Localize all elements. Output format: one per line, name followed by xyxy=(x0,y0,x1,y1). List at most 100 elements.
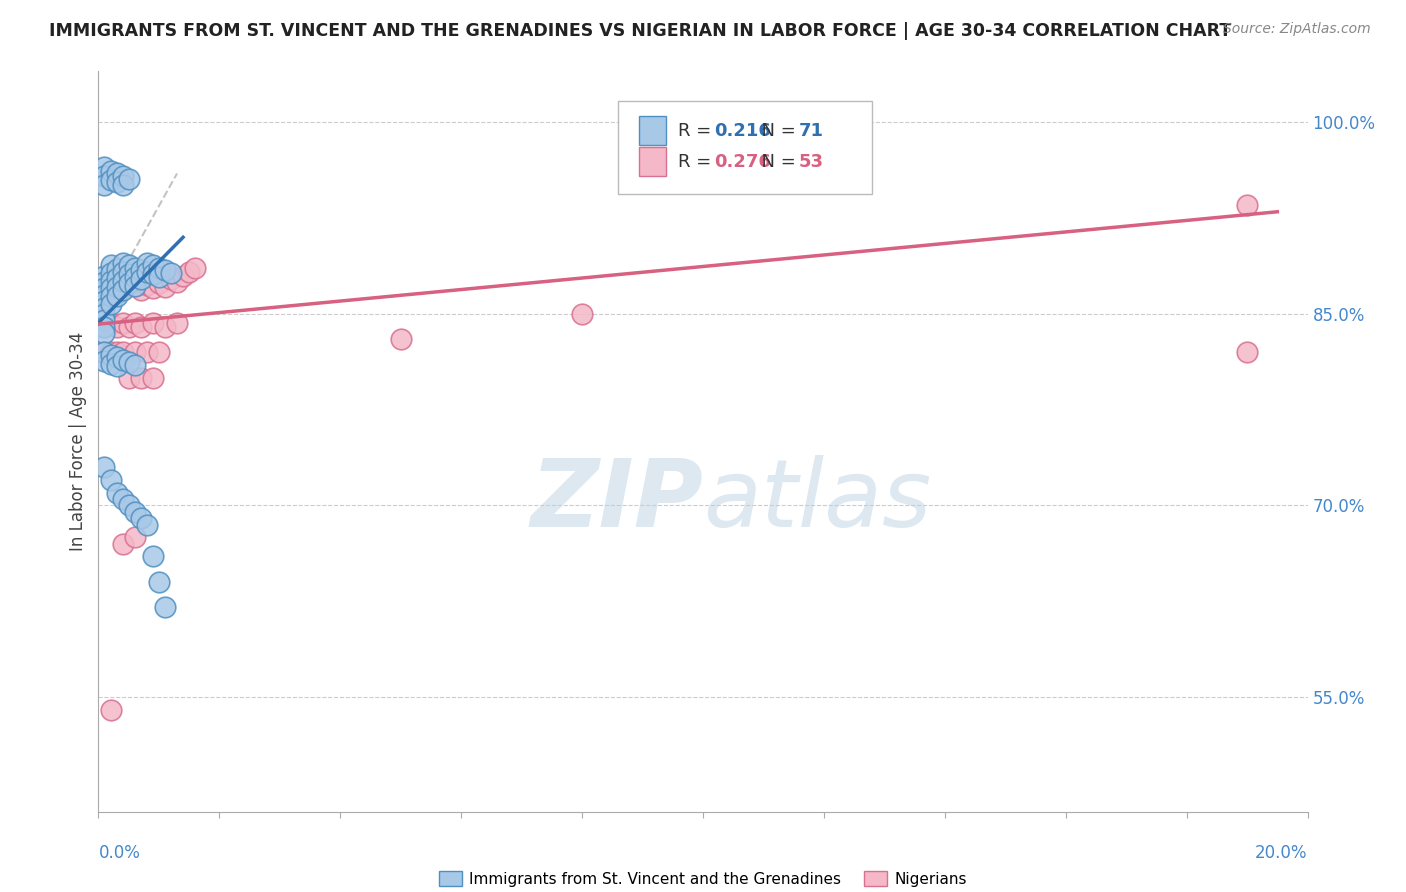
Point xyxy=(124,269,146,284)
Point xyxy=(124,260,146,275)
Point xyxy=(124,278,146,293)
Point xyxy=(118,319,141,334)
Point xyxy=(93,345,115,359)
Point xyxy=(142,259,165,273)
Legend: Immigrants from St. Vincent and the Grenadines, Nigerians: Immigrants from St. Vincent and the Gren… xyxy=(433,864,973,892)
Point xyxy=(93,301,115,315)
Point xyxy=(118,499,141,513)
Point xyxy=(93,284,115,298)
Point xyxy=(129,511,152,525)
Point xyxy=(100,164,122,178)
Point xyxy=(93,319,115,334)
Point xyxy=(105,268,128,283)
Point xyxy=(153,600,176,615)
Point xyxy=(105,166,128,180)
Text: 0.276: 0.276 xyxy=(714,153,770,170)
Point xyxy=(105,286,128,301)
Point xyxy=(129,274,152,288)
Text: N =: N = xyxy=(751,153,801,170)
Text: N =: N = xyxy=(751,121,801,139)
Point xyxy=(93,460,115,475)
Point xyxy=(111,265,134,279)
Point xyxy=(166,275,188,289)
Text: Source: ZipAtlas.com: Source: ZipAtlas.com xyxy=(1223,22,1371,37)
Point xyxy=(93,275,115,289)
Point xyxy=(105,277,128,292)
Point xyxy=(105,176,128,190)
Point xyxy=(389,333,412,347)
Point xyxy=(124,316,146,330)
Point xyxy=(153,280,176,294)
Point xyxy=(100,173,122,187)
Point xyxy=(93,287,115,301)
Point xyxy=(93,293,115,307)
Point xyxy=(129,263,152,277)
Point xyxy=(100,281,122,295)
Point xyxy=(148,574,170,589)
Point xyxy=(135,517,157,532)
Point xyxy=(105,319,128,334)
Point xyxy=(111,345,134,359)
Text: 71: 71 xyxy=(799,121,824,139)
Point xyxy=(124,505,146,519)
Point xyxy=(118,277,141,291)
Point xyxy=(93,275,115,289)
Point xyxy=(105,280,128,294)
Point xyxy=(111,536,134,550)
Point xyxy=(160,272,183,286)
Point xyxy=(105,485,128,500)
Point xyxy=(100,296,122,310)
Text: 0.0%: 0.0% xyxy=(98,844,141,862)
Text: 20.0%: 20.0% xyxy=(1256,844,1308,862)
Point xyxy=(129,319,152,334)
Point xyxy=(118,171,141,186)
Point xyxy=(1236,198,1258,212)
Point xyxy=(105,359,128,374)
Point xyxy=(142,370,165,384)
Y-axis label: In Labor Force | Age 30-34: In Labor Force | Age 30-34 xyxy=(69,332,87,551)
Point xyxy=(111,256,134,270)
Point xyxy=(111,281,134,295)
Point xyxy=(124,530,146,544)
Point xyxy=(105,271,128,285)
Point xyxy=(111,283,134,297)
Point xyxy=(100,473,122,487)
Point xyxy=(93,319,115,334)
Text: R =: R = xyxy=(678,121,717,139)
FancyBboxPatch shape xyxy=(638,147,665,177)
Point xyxy=(153,263,176,277)
Point xyxy=(118,355,141,369)
Point xyxy=(1236,345,1258,359)
Point xyxy=(100,345,122,359)
Point xyxy=(148,269,170,284)
Point xyxy=(129,272,152,286)
Text: IMMIGRANTS FROM ST. VINCENT AND THE GRENADINES VS NIGERIAN IN LABOR FORCE | AGE : IMMIGRANTS FROM ST. VINCENT AND THE GREN… xyxy=(49,22,1232,40)
Point xyxy=(118,275,141,289)
Point xyxy=(172,268,194,283)
Point xyxy=(148,277,170,291)
Point xyxy=(142,268,165,282)
Point xyxy=(100,348,122,362)
Point xyxy=(111,169,134,183)
Point xyxy=(166,316,188,330)
Text: 53: 53 xyxy=(799,153,824,170)
Point xyxy=(100,289,122,303)
Point xyxy=(118,268,141,282)
Point xyxy=(118,266,141,280)
Point xyxy=(100,316,122,330)
Point xyxy=(142,281,165,295)
Point xyxy=(135,265,157,279)
Point xyxy=(153,319,176,334)
Point xyxy=(100,703,122,717)
Point xyxy=(148,345,170,359)
Point xyxy=(142,316,165,330)
Point xyxy=(93,307,115,321)
Point xyxy=(105,262,128,277)
Point xyxy=(118,259,141,273)
Point xyxy=(135,345,157,359)
Point xyxy=(111,316,134,330)
Point xyxy=(148,260,170,275)
Text: R =: R = xyxy=(678,153,717,170)
Point xyxy=(93,354,115,368)
Point xyxy=(111,274,134,288)
